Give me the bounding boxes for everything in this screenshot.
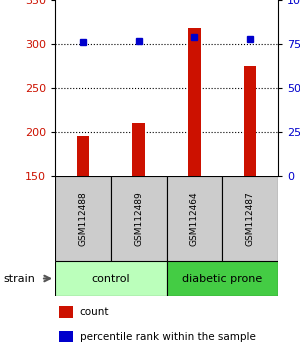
Bar <box>77 136 89 176</box>
Text: percentile rank within the sample: percentile rank within the sample <box>80 332 255 342</box>
Text: GSM112489: GSM112489 <box>134 191 143 246</box>
Bar <box>111 176 167 261</box>
Text: strain: strain <box>3 274 35 284</box>
Bar <box>167 261 278 296</box>
Bar <box>55 176 111 261</box>
Text: GSM112488: GSM112488 <box>78 191 87 246</box>
Bar <box>59 307 73 318</box>
Bar <box>244 66 256 176</box>
Bar <box>133 123 145 176</box>
Bar <box>167 176 222 261</box>
Text: GSM112464: GSM112464 <box>190 191 199 246</box>
Bar <box>59 331 73 342</box>
Text: diabetic prone: diabetic prone <box>182 274 262 284</box>
Bar <box>188 28 200 176</box>
Bar <box>222 176 278 261</box>
Text: GSM112487: GSM112487 <box>246 191 255 246</box>
Text: count: count <box>80 307 109 317</box>
Bar <box>55 261 167 296</box>
Text: control: control <box>92 274 130 284</box>
